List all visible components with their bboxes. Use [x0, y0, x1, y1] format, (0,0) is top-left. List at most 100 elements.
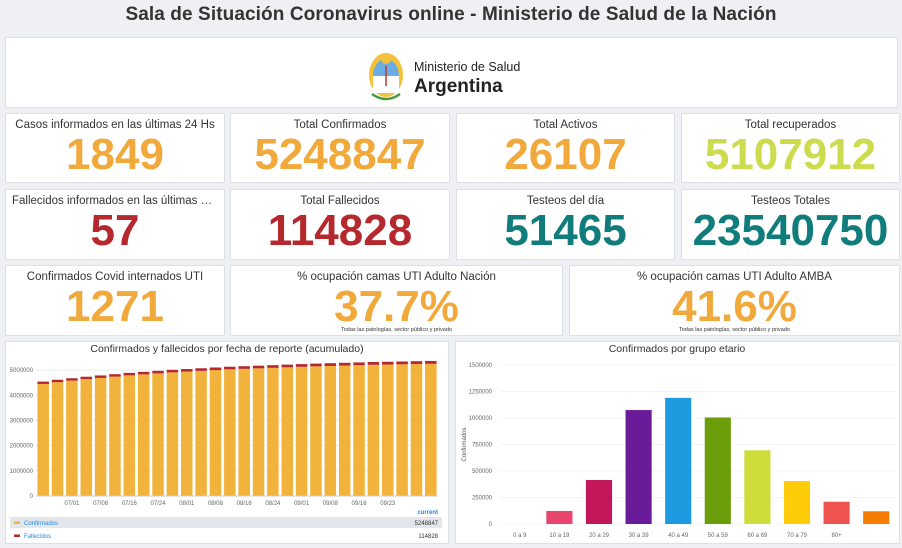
bar-segment	[152, 370, 164, 374]
bar-segment	[396, 364, 408, 496]
bar	[744, 450, 771, 524]
bar	[823, 501, 850, 524]
x-tick-label: 07/16	[122, 501, 138, 507]
x-tick-label: 80+	[832, 533, 843, 539]
bar-segment	[66, 380, 78, 496]
kpi-value: 26107	[504, 130, 627, 179]
y-tick-label: 1250000	[469, 390, 493, 396]
logo-panel: Ministerio de Salud Argentina	[5, 37, 898, 108]
kpi-value: 41.6%	[672, 282, 797, 331]
bar-segment	[353, 365, 365, 496]
bar-segment	[382, 364, 394, 496]
chart-title: Confirmados y fallecidos por fecha de re…	[90, 343, 363, 355]
y-axis-label: Confirmados	[462, 427, 468, 461]
bar-segment	[353, 362, 365, 366]
kpi-value: 5107912	[704, 130, 877, 179]
kpi-note: Todas las patologías, sector público y p…	[679, 327, 790, 333]
bar-segment	[137, 374, 150, 496]
bar-segment	[181, 371, 193, 496]
kpi-card: Total recuperados 5107912	[681, 113, 900, 183]
kpi-value: 37.7%	[334, 282, 459, 331]
bar-segment	[252, 368, 265, 496]
x-tick-label: 08/01	[179, 501, 195, 507]
bar	[625, 410, 652, 524]
emblem-sun	[381, 54, 391, 64]
legend-swatch	[14, 534, 20, 537]
kpi-card: Total Fallecidos 114828	[230, 189, 450, 260]
legend-header: current	[417, 510, 438, 516]
kpi-value: 114828	[267, 206, 413, 255]
bar-segment	[425, 360, 437, 364]
y-tick-label: 500000	[472, 469, 493, 475]
bar-segment	[109, 376, 121, 496]
x-tick-label: 0 a 9	[513, 533, 527, 539]
kpi-value: 1271	[66, 282, 164, 331]
bar-segment	[367, 364, 380, 496]
y-tick-label: 0	[30, 494, 34, 500]
bar-segment	[252, 365, 265, 369]
x-tick-label: 09/01	[294, 501, 310, 507]
bar-segment	[51, 382, 64, 496]
logo-line2: Argentina	[414, 76, 503, 97]
chart: Confirmados y fallecidos por fecha de re…	[10, 343, 442, 540]
x-tick-label: 07/01	[64, 501, 80, 507]
bar	[783, 481, 811, 524]
y-tick-label: 750000	[472, 443, 493, 449]
bar-segment	[209, 370, 222, 496]
bar-segment	[80, 376, 92, 380]
bar-segment	[181, 369, 193, 372]
legend-value: 114828	[418, 534, 438, 540]
x-tick-label: 10 a 19	[549, 533, 570, 539]
y-tick-label: 1500000	[469, 363, 493, 369]
bar	[585, 480, 613, 524]
x-tick-label: 08/16	[237, 501, 253, 507]
bar-segment	[123, 372, 136, 376]
emblem-laurel	[371, 92, 401, 101]
x-tick-label: 07/08	[93, 501, 109, 507]
bar	[863, 511, 890, 524]
bar	[704, 417, 731, 524]
x-tick-label: 20 a 29	[589, 533, 610, 539]
bar-segment	[51, 379, 64, 383]
y-tick-label: 1000000	[469, 416, 493, 422]
kpi-card: Fallecidos informados en las últimas 24 …	[5, 189, 225, 260]
bar-segment	[410, 364, 423, 496]
legend-label: Confirmados	[24, 521, 58, 527]
kpi-card: % ocupación camas UTI Adulto Nación 37.7%…	[230, 265, 563, 336]
page-title: Sala de Situación Coronavirus online - M…	[125, 4, 777, 25]
bar-segment	[195, 370, 207, 496]
x-tick-label: 60 a 69	[747, 533, 768, 539]
kpi-note: Todas las patologías, sector público y p…	[341, 327, 452, 333]
bar-segment	[94, 377, 107, 496]
bar-segment	[324, 365, 337, 496]
bar-segment	[295, 366, 308, 496]
x-tick-label: 40 a 49	[668, 533, 689, 539]
kpi-value: 5248847	[254, 130, 426, 179]
x-tick-label: 08/08	[208, 501, 224, 507]
x-tick-label: 70 a 79	[787, 533, 808, 539]
bar-segment	[295, 364, 308, 367]
bar-segment	[109, 374, 121, 377]
kpi-card: Testeos Totales 23540750	[681, 189, 900, 260]
kpi-card: % ocupación camas UTI Adulto AMBA 41.6% To…	[569, 265, 900, 336]
bar-segment	[224, 366, 236, 370]
bar	[546, 510, 573, 524]
logo: Ministerio de Salud Argentina	[369, 53, 520, 101]
logo-line1: Ministerio de Salud	[414, 60, 520, 74]
y-tick-label: 4000000	[10, 393, 34, 399]
kpi-card: Total Confirmados 5248847	[230, 113, 450, 183]
chart-panel: Confirmados por grupo etario Confirmados 0…	[455, 341, 900, 544]
legend-row	[10, 517, 442, 528]
y-tick-label: 1000000	[10, 469, 34, 475]
bar-segment	[80, 379, 92, 496]
bar-segment	[195, 368, 207, 371]
kpi-value: 51465	[504, 206, 627, 255]
bar-segment	[37, 381, 49, 384]
bar-segment	[310, 363, 322, 367]
bar-segment	[382, 361, 394, 365]
kpi-card: Total Activos 26107	[456, 113, 675, 183]
chart: Confirmados por grupo etario Confirmados 0…	[462, 343, 896, 539]
bar-segment	[267, 365, 279, 368]
bar-segment	[94, 375, 107, 378]
